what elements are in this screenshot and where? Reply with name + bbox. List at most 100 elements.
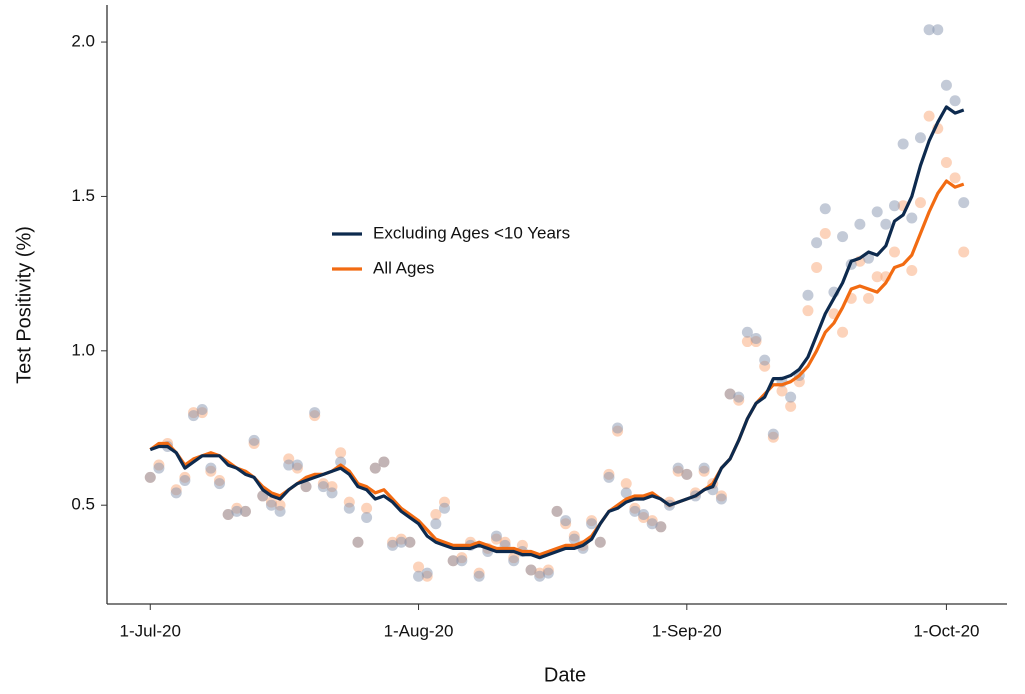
data-point <box>889 246 900 258</box>
data-point <box>560 515 572 527</box>
data-point <box>214 478 225 490</box>
data-point <box>300 481 312 493</box>
data-point <box>283 459 295 471</box>
data-point <box>776 385 788 397</box>
data-point <box>188 410 200 422</box>
data-point <box>551 505 563 517</box>
x-tick-label: 1-Aug-20 <box>384 621 454 640</box>
data-point <box>439 502 450 514</box>
data-point <box>620 478 632 490</box>
legend-label: Excluding Ages <10 Years <box>373 223 570 242</box>
data-point <box>231 505 243 517</box>
data-point <box>958 197 970 209</box>
data-point <box>863 292 875 304</box>
data-point <box>819 203 831 215</box>
y-tick-label: 1.5 <box>71 186 95 205</box>
data-point <box>326 487 338 499</box>
data-point <box>404 536 416 548</box>
data-point <box>586 518 598 530</box>
data-point <box>421 567 433 579</box>
data-point <box>802 305 814 317</box>
data-point <box>923 110 935 122</box>
data-point <box>785 400 797 412</box>
legend-label: All Ages <box>373 258 434 277</box>
y-tick-label: 1.0 <box>71 340 95 359</box>
data-point <box>508 555 520 567</box>
data-point <box>759 354 771 366</box>
data-point <box>413 570 425 582</box>
data-point <box>352 536 364 548</box>
data-point <box>196 403 208 415</box>
data-point <box>724 388 736 400</box>
data-point <box>949 172 961 184</box>
data-point <box>361 502 373 514</box>
data-point <box>525 564 537 576</box>
data-point <box>222 508 234 520</box>
data-point <box>239 505 251 517</box>
data-point <box>811 261 823 273</box>
data-point <box>871 271 883 283</box>
data-point <box>594 536 606 548</box>
data-point <box>880 218 892 230</box>
y-tick-label: 0.5 <box>71 495 95 514</box>
data-point <box>715 493 727 505</box>
data-point <box>361 512 373 524</box>
data-point <box>906 212 918 224</box>
data-point <box>369 462 381 474</box>
data-point <box>248 434 260 446</box>
data-point <box>638 508 650 520</box>
data-point <box>655 521 667 533</box>
x-tick-label: 1-Oct-20 <box>913 621 979 640</box>
data-point <box>378 456 390 468</box>
data-point <box>603 471 615 483</box>
y-tick-label: 2.0 <box>71 32 95 51</box>
data-point <box>179 474 191 486</box>
data-point <box>343 502 355 514</box>
data-point <box>335 456 347 468</box>
data-point <box>291 459 303 471</box>
data-point <box>767 428 779 440</box>
data-point <box>153 462 165 474</box>
data-point <box>932 24 944 36</box>
data-point <box>672 462 684 474</box>
data-point <box>837 231 849 243</box>
data-point <box>646 518 658 530</box>
data-point <box>698 462 710 474</box>
data-point <box>413 561 425 573</box>
data-point <box>940 156 952 168</box>
data-point <box>923 24 935 36</box>
data-point <box>914 132 926 144</box>
data-point <box>837 326 849 338</box>
data-point <box>309 407 321 419</box>
data-point <box>542 567 554 579</box>
data-point <box>447 555 459 567</box>
data-point <box>914 197 926 209</box>
data-point <box>430 518 442 530</box>
data-point <box>205 462 217 474</box>
data-point <box>170 487 182 499</box>
data-point <box>871 206 883 218</box>
data-point <box>854 218 866 230</box>
data-point <box>473 570 485 582</box>
data-point <box>612 422 624 434</box>
data-point <box>940 79 952 91</box>
data-point <box>395 536 407 548</box>
data-point <box>387 539 399 551</box>
data-point <box>741 336 753 348</box>
x-tick-label: 1-Sep-20 <box>652 621 722 640</box>
data-point <box>568 533 580 545</box>
x-tick-label: 1-Jul-20 <box>120 621 181 640</box>
data-point <box>490 530 502 542</box>
data-point <box>958 246 970 258</box>
data-point <box>811 237 823 249</box>
data-point <box>750 332 762 344</box>
data-point <box>819 227 831 239</box>
data-point <box>265 499 277 511</box>
data-point <box>456 555 468 567</box>
data-point <box>144 471 156 483</box>
data-point <box>681 468 693 480</box>
data-point <box>620 487 632 499</box>
data-point <box>317 481 329 493</box>
